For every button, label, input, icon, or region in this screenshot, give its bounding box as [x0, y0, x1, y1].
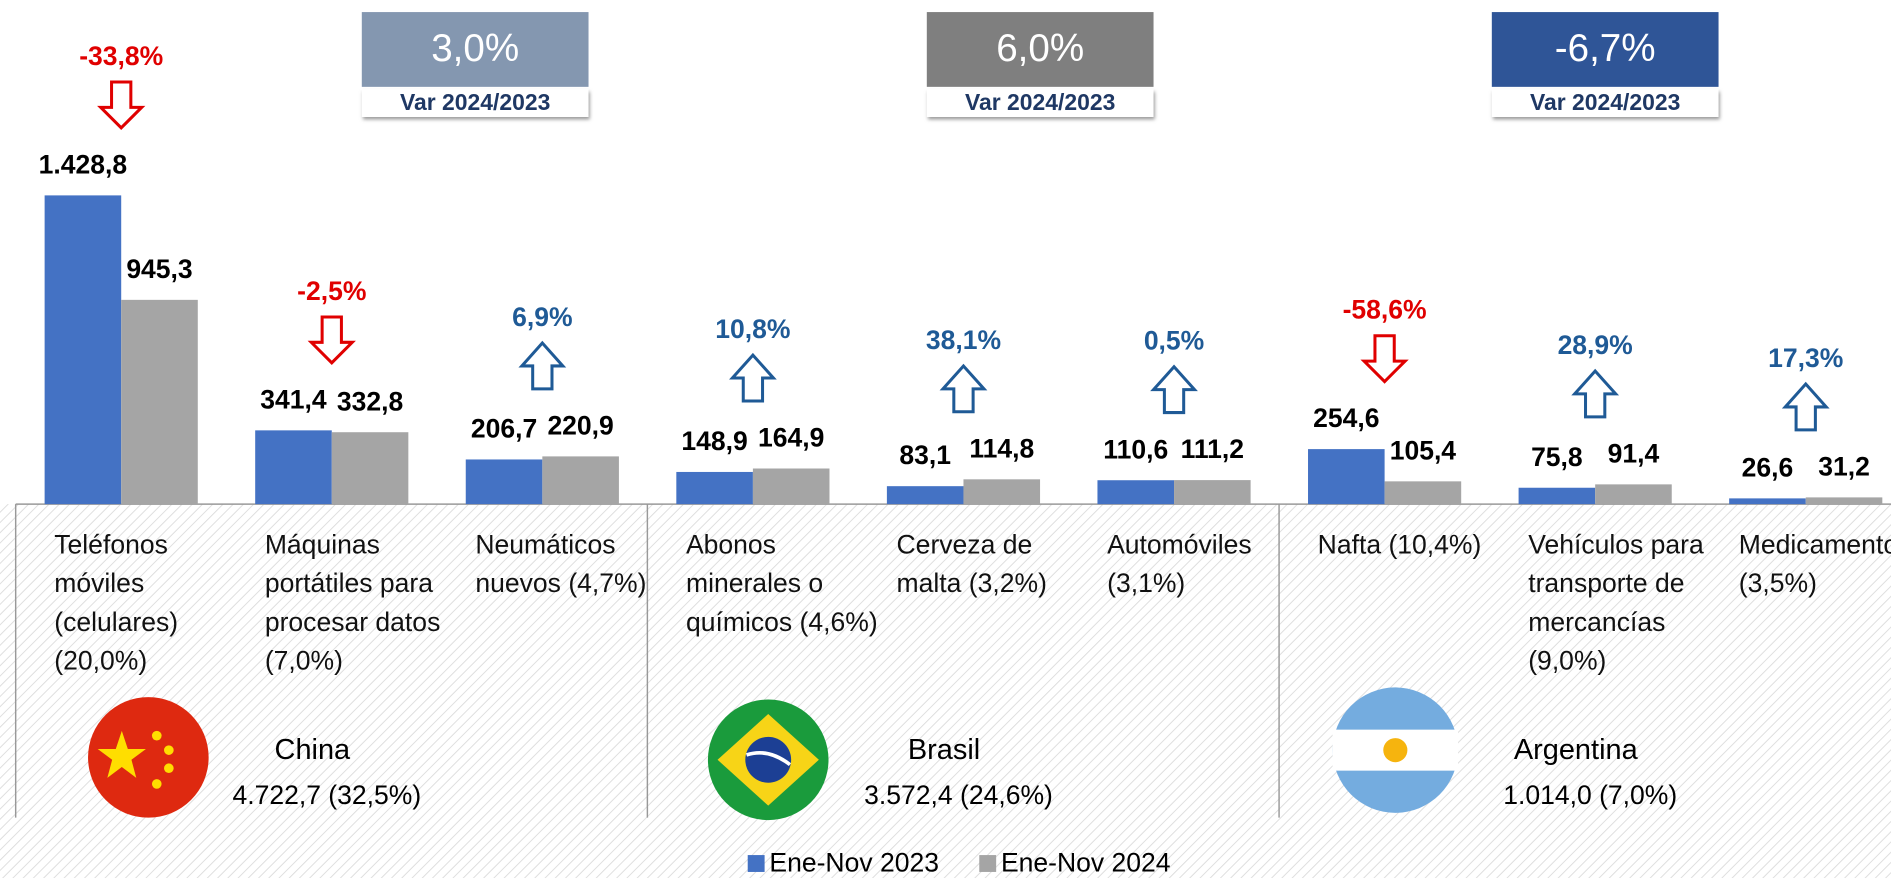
category-label-box: Cerveza de malta (3,2%)	[896, 529, 1047, 599]
category-label: Máquinas portátiles para procesar datos …	[264, 529, 441, 676]
category-label: Automóviles (3,1%)	[1107, 529, 1252, 599]
hatched-background	[0, 504, 1891, 878]
variation-arrow	[307, 315, 356, 365]
variation-caption: Var 2024/2023	[400, 89, 550, 115]
country-variation: -6,7%	[1555, 27, 1656, 70]
variation-label: -33,8%	[79, 41, 163, 71]
value-label: 164,9	[758, 423, 824, 453]
value-label: 206,7	[471, 414, 537, 444]
category-label-box: Automóviles (3,1%)	[1107, 529, 1252, 599]
bar	[44, 195, 122, 505]
country-summary: 4.722,7 (32,5%)	[232, 780, 421, 810]
bar	[886, 486, 964, 505]
value-label: 220,9	[547, 410, 613, 440]
country-variation-box	[361, 12, 589, 87]
flag-china	[88, 697, 209, 818]
country-name: Argentina	[1514, 734, 1639, 766]
bar	[331, 432, 409, 505]
variation-label: 38,1%	[926, 325, 1001, 355]
category-label-box: Teléfonos móviles (celulares) (20,0%)	[54, 529, 179, 676]
variation-arrow	[1571, 368, 1620, 419]
country-summary: 1.014,0 (7,0%)	[1503, 780, 1677, 810]
bar	[1174, 480, 1251, 505]
legend-label: Ene-Nov 2023	[769, 848, 939, 878]
variation-arrow	[1781, 381, 1830, 432]
caption-box	[1491, 89, 1719, 117]
bar	[465, 459, 543, 505]
bar	[255, 430, 332, 505]
country-variation: 3,0%	[431, 27, 519, 70]
variation-caption: Var 2024/2023	[965, 89, 1115, 115]
caption-box	[926, 89, 1154, 117]
bar	[676, 471, 753, 505]
variation-caption: Var 2024/2023	[1530, 89, 1680, 115]
value-label: 26,6	[1742, 452, 1794, 482]
category-label-box: Abonos minerales o químicos (4,6%)	[685, 529, 878, 637]
category-label: Abonos minerales o químicos (4,6%)	[685, 529, 878, 637]
category-label: Teléfonos móviles (celulares) (20,0%)	[54, 529, 179, 676]
bar	[542, 456, 619, 505]
category-label: Medicamentos (3,5%)	[1738, 529, 1891, 599]
value-label: 91,4	[1608, 438, 1660, 468]
country-variation: 6,0%	[996, 27, 1084, 70]
value-label: 254,6	[1313, 403, 1379, 433]
variation-arrow	[1360, 334, 1409, 384]
variation-arrow	[939, 363, 988, 414]
variation-arrow	[518, 340, 567, 391]
variation-arrow	[729, 352, 777, 403]
bar	[752, 468, 830, 505]
bar	[963, 479, 1041, 505]
category-label-box: Neumáticos nuevos (4,7%)	[475, 529, 647, 599]
category-label: Neumáticos nuevos (4,7%)	[475, 529, 647, 599]
variation-label: 0,5%	[1144, 326, 1204, 356]
bar	[1308, 449, 1385, 505]
caption-box	[361, 89, 589, 117]
country-summary: 3.572,4 (24,6%)	[864, 780, 1053, 810]
value-label: 83,1	[899, 440, 951, 470]
variation-label: 10,8%	[715, 314, 790, 344]
category-label: Nafta (10,4%)	[1317, 529, 1482, 560]
value-label: 111,2	[1181, 434, 1244, 464]
value-label: 332,8	[337, 386, 403, 416]
bar	[1595, 484, 1672, 505]
flag-argentina	[1332, 687, 1459, 813]
category-label-box: Nafta (10,4%)	[1317, 529, 1482, 560]
category-label: Cerveza de malta (3,2%)	[896, 529, 1047, 599]
bar	[121, 299, 198, 505]
category-label: Vehículos para transporte de mercancías …	[1528, 529, 1704, 676]
country-variation-box	[1491, 12, 1719, 87]
value-label: 148,9	[681, 426, 747, 456]
legend-swatch	[979, 855, 997, 872]
legend-label: Ene-Nov 2024	[1001, 848, 1171, 878]
category-label-box: Medicamentos (3,5%)	[1738, 529, 1891, 599]
variation-arrow	[97, 80, 146, 130]
value-label: 105,4	[1390, 435, 1457, 465]
bar	[1805, 497, 1883, 505]
country-name: Brasil	[908, 734, 980, 766]
bar	[1729, 498, 1806, 505]
value-label: 75,8	[1531, 442, 1583, 472]
category-label-box: Vehículos para transporte de mercancías …	[1528, 529, 1704, 676]
category-label-box: Máquinas portátiles para procesar datos …	[264, 529, 441, 676]
variation-label: 6,9%	[512, 302, 572, 332]
value-label: 341,4	[260, 384, 327, 414]
flag-brasil	[707, 699, 829, 821]
variation-label: 28,9%	[1558, 330, 1633, 360]
variation-label: -2,5%	[297, 276, 366, 306]
bar	[1384, 481, 1462, 505]
country-variation-box	[926, 12, 1154, 87]
value-label: 1.428,8	[39, 149, 127, 179]
legend-swatch	[747, 855, 765, 872]
variation-label: 17,3%	[1768, 343, 1843, 373]
value-label: 31,2	[1818, 451, 1870, 481]
variation-arrow	[1150, 364, 1198, 415]
value-label: 110,6	[1103, 434, 1168, 464]
bar	[1097, 480, 1175, 505]
country-name: China	[275, 734, 352, 766]
bar	[1518, 487, 1596, 505]
value-label: 945,3	[126, 254, 192, 284]
variation-label: -58,6%	[1343, 295, 1427, 325]
value-label: 114,8	[969, 433, 1034, 463]
